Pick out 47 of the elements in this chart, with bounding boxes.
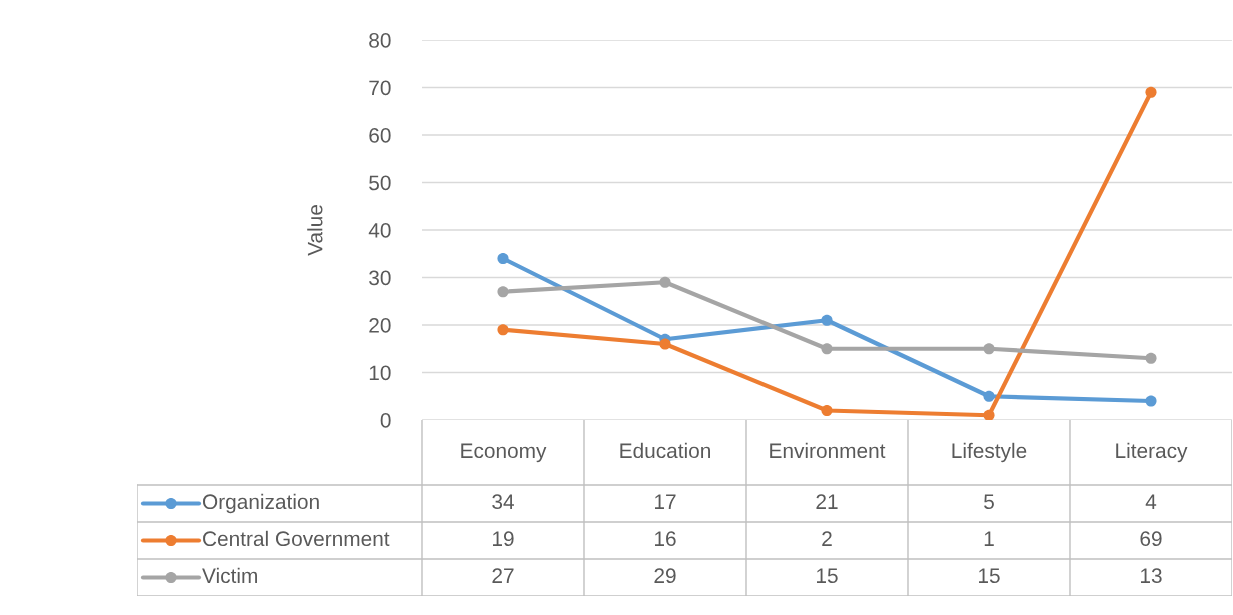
x-tick-label: Environment: [770, 442, 886, 459]
data-label: 19: [493, 531, 514, 547]
data-label: 15: [979, 568, 1000, 584]
point: [1145, 352, 1157, 364]
point: [497, 324, 509, 336]
y-tick-label: 30: [369, 270, 391, 286]
point: [983, 409, 995, 420]
legend-label: Central Government: [203, 530, 390, 547]
y-tick-label: 70: [369, 80, 391, 96]
data-label: 1: [984, 531, 994, 546]
legend-label: Victim: [202, 567, 257, 584]
y-tick-label: 60: [369, 128, 391, 143]
data-label: 69: [1140, 531, 1162, 547]
data-label: 13: [1141, 568, 1162, 584]
data-label: 5: [984, 494, 994, 510]
x-tick-label: Lifestyle: [952, 442, 1027, 463]
data-label: 29: [654, 568, 676, 584]
point: [983, 390, 995, 402]
data-label: 27: [492, 568, 514, 583]
y-axis-title: Value: [307, 205, 323, 256]
point: [821, 404, 833, 417]
point: [1145, 395, 1157, 407]
legend-label: Organization: [202, 493, 319, 514]
data-label: 2: [822, 531, 832, 546]
y-tick-label: 20: [369, 318, 391, 333]
data-label: 21: [816, 494, 838, 509]
data-label: 17: [655, 494, 676, 509]
x-tick-label: Economy: [461, 443, 547, 463]
y-tick-label: 0: [380, 413, 391, 428]
point: [659, 338, 671, 350]
x-tick-label: Literacy: [1116, 442, 1188, 463]
y-tick-label: 80: [369, 33, 391, 48]
data-label: 4: [1145, 494, 1157, 509]
point: [1145, 86, 1157, 98]
data-label: 15: [817, 568, 838, 584]
point: [497, 286, 509, 298]
point: [983, 343, 995, 355]
point: [497, 252, 509, 265]
y-tick-label: 50: [369, 175, 391, 191]
y-tick-label: 10: [369, 365, 391, 381]
point: [821, 343, 833, 355]
data-label: 16: [655, 531, 676, 547]
x-tick-label: Education: [620, 442, 710, 459]
point: [659, 276, 671, 288]
point: [821, 314, 833, 326]
y-tick-label: 40: [368, 223, 391, 238]
data-label: 34: [492, 494, 514, 510]
